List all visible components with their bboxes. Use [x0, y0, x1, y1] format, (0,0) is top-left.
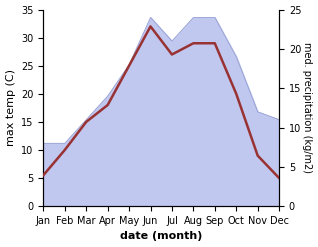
Y-axis label: max temp (C): max temp (C): [5, 69, 16, 146]
X-axis label: date (month): date (month): [120, 231, 203, 242]
Y-axis label: med. precipitation (kg/m2): med. precipitation (kg/m2): [302, 42, 313, 173]
